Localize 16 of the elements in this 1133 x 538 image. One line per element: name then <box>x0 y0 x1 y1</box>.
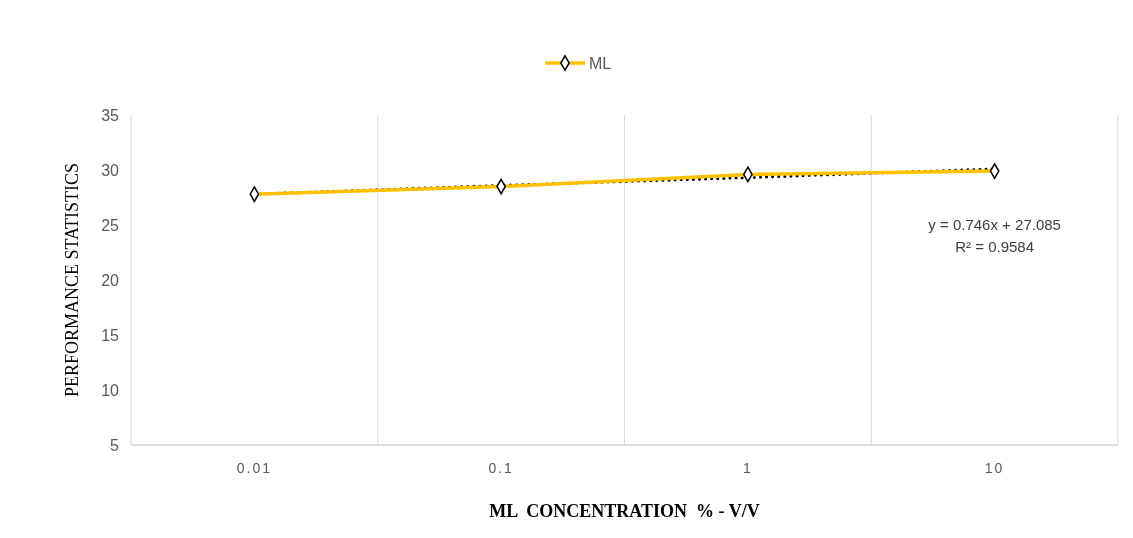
y-tick-label: 10 <box>101 381 120 399</box>
x-tick-label: 10 <box>984 460 1005 476</box>
y-tick-label: 5 <box>110 436 120 454</box>
x-tick-label: 0.1 <box>488 460 514 476</box>
annotation: y = 0.746x + 27.085 <box>928 216 1061 233</box>
x-axis-title: ML CONCENTRATION % - V/V <box>489 501 760 521</box>
y-tick-label: 35 <box>101 106 120 124</box>
y-tick-label: 25 <box>101 216 120 234</box>
legend-label: ML <box>589 54 612 72</box>
y-tick-label: 15 <box>101 326 120 344</box>
y-tick-label: 20 <box>101 271 120 289</box>
y-axis-title: PERFORMANCE STATISTICS <box>62 162 82 398</box>
x-tick-label: 1 <box>742 460 753 476</box>
y-tick-label: 30 <box>101 161 120 179</box>
x-tick-label: 0.01 <box>236 460 272 476</box>
annotation: R² = 0.9584 <box>955 238 1035 255</box>
